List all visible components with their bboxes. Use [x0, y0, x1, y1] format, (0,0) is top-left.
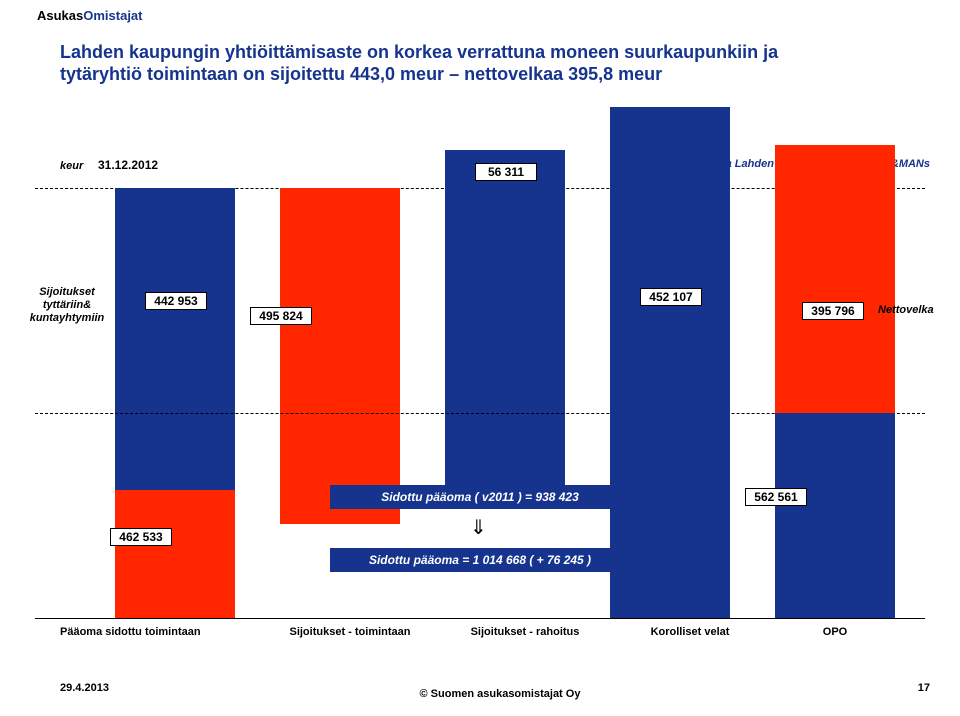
val-1: 442 953: [145, 292, 207, 310]
logo-pre: Asukas: [37, 8, 83, 23]
box-sidottu-1: Sidottu pääoma ( v2011 ) = 938 423: [330, 485, 630, 509]
side-right: Nettovelka: [878, 304, 934, 316]
bar-6: [115, 490, 235, 618]
axis-5: OPO: [775, 626, 895, 638]
footer-org: © Suomen asukasomistajat Oy: [380, 688, 620, 700]
bar-5: [775, 145, 895, 413]
side-left-l2: tyttäriin&: [43, 299, 91, 311]
bar-5-low: [775, 413, 895, 618]
val-2: 495 824: [250, 307, 312, 325]
bar-1: [115, 188, 235, 490]
bar-2: [280, 188, 400, 524]
val-3: 56 311: [475, 163, 537, 181]
footer-page: 17: [918, 682, 930, 694]
side-left-l3: kuntayhtymiin: [30, 312, 105, 324]
bar-4: [610, 107, 730, 413]
date-label: 31.12.2012: [98, 158, 158, 172]
bar-3-main: [445, 188, 565, 490]
axis-4: Korolliset velat: [610, 626, 770, 638]
keur-label: keur: [60, 160, 83, 172]
val-7: 562 561: [745, 488, 807, 506]
box-sidottu-2: Sidottu pääoma = 1 014 668 ( + 76 245 ): [330, 548, 630, 572]
val-6: 462 533: [110, 528, 172, 546]
side-left: Sijoitukset tyttäriin& kuntayhtymiin: [22, 286, 112, 325]
axis-3: Sijoitukset - rahoitus: [445, 626, 605, 638]
footer-date: 29.4.2013: [60, 682, 109, 694]
axis-2: Sijoitukset - toimintaan: [270, 626, 430, 638]
val-5: 395 796: [802, 302, 864, 320]
title-line1: Lahden kaupungin yhtiöittämisaste on kor…: [60, 42, 778, 63]
bar-4-low: [610, 413, 730, 618]
axis-1: Pääoma sidottu toimintaan: [60, 626, 260, 638]
baseline: [35, 618, 925, 619]
title-line2: tytäryhtiö toimintaan on sijoitettu 443,…: [60, 64, 662, 85]
arrow-down: ⇓: [470, 515, 487, 540]
side-left-l1: Sijoitukset: [39, 286, 95, 298]
val-4: 452 107: [640, 288, 702, 306]
logo-post: Omistajat: [83, 8, 142, 23]
